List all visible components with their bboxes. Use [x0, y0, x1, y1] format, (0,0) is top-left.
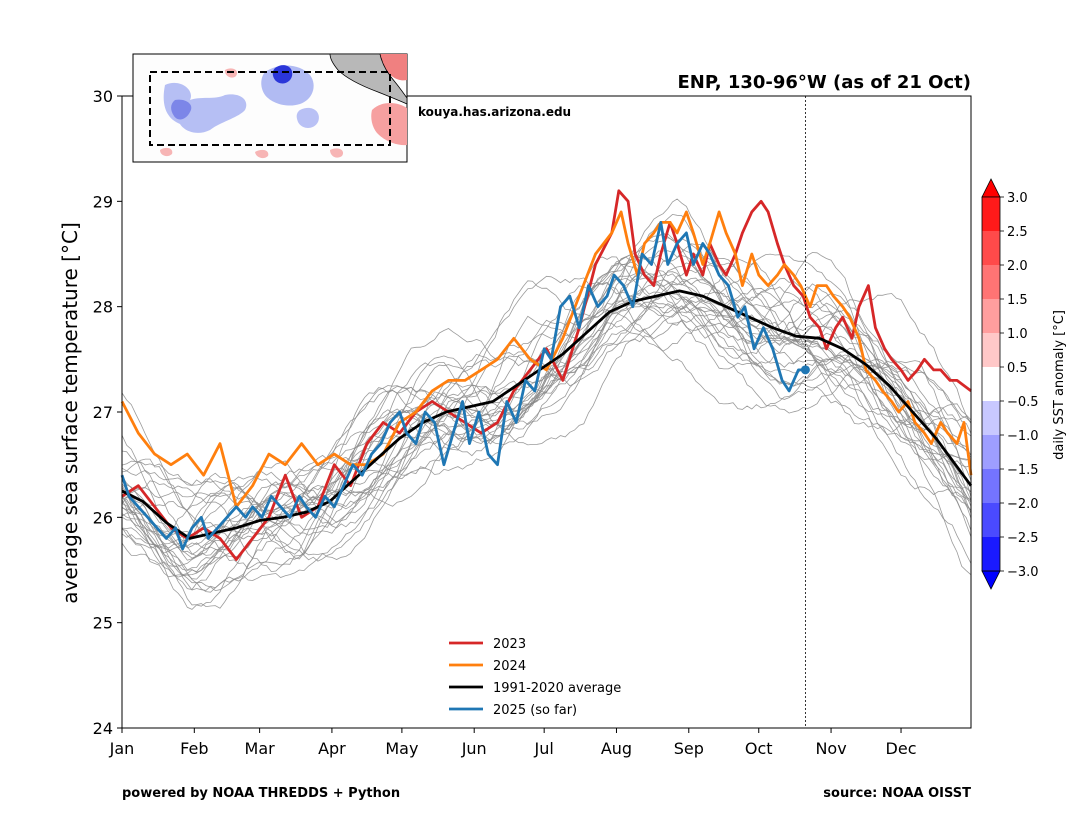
- series-line-2023: [121, 189, 972, 561]
- historical-year-line: [121, 301, 972, 578]
- x-tick-label: Oct: [745, 739, 773, 758]
- colorbar-segment: [982, 231, 1000, 266]
- historical-year-line: [121, 295, 972, 507]
- x-tick-label: Mar: [245, 739, 276, 758]
- historical-year-line: [121, 261, 972, 549]
- y-tick-label: 30: [93, 87, 113, 106]
- colorbar-tick-label: 2.0: [1007, 259, 1028, 274]
- colorbar-segment: [982, 299, 1000, 334]
- y-axis: 24 25 26 27 28 29 30: [93, 87, 122, 738]
- y-axis-label: average sea surface temperature [°C]: [58, 222, 82, 603]
- historical-year-line: [121, 277, 972, 561]
- colorbar-segment: [982, 401, 1000, 436]
- inset-map: [132, 53, 408, 163]
- highlighted-series: [120, 189, 973, 561]
- series-line-2024: [120, 210, 973, 509]
- historical-year-line: [121, 305, 972, 567]
- historical-year-line: [121, 301, 972, 592]
- x-axis: Jan Feb Mar Apr May Jun Jul Aug Sep Oct Nov Dec: [109, 728, 917, 758]
- historical-years-lines: [121, 198, 972, 610]
- historical-year-line: [121, 198, 972, 555]
- negative-anomaly-region-3: [296, 107, 319, 128]
- colorbar-tick-label: 0.5: [1007, 361, 1028, 376]
- historical-year-line: [121, 288, 972, 610]
- y-tick-label: 29: [93, 192, 113, 211]
- y-tick-label: 28: [93, 298, 113, 317]
- y-tick-label: 26: [93, 508, 113, 527]
- colorbar-segment: [982, 265, 1000, 300]
- colorbar-tick-label: −3.0: [1007, 565, 1039, 580]
- colorbar-tick-label: 2.5: [1007, 225, 1028, 240]
- x-tick-label: Apr: [318, 739, 346, 758]
- legend-label: 2025 (so far): [493, 703, 577, 718]
- legend-label: 2024: [493, 659, 526, 674]
- historical-year-line: [121, 275, 972, 591]
- y-tick-label: 24: [93, 719, 113, 738]
- y-tick-label: 25: [93, 614, 113, 633]
- historical-year-line: [121, 255, 972, 570]
- x-tick-label: Dec: [886, 739, 917, 758]
- colorbar-segment: [982, 503, 1000, 538]
- positive-anomaly-region: [380, 54, 407, 81]
- colorbar-frame: [981, 196, 1001, 572]
- colorbar-segment: [982, 469, 1000, 504]
- historical-year-line: [121, 302, 972, 590]
- legend: 2023 2024 1991-2020 average 2025 (so far): [449, 637, 621, 718]
- land-mass: [329, 53, 408, 105]
- colorbar-segment: [982, 367, 1000, 402]
- colorbar-tick-label: 3.0: [1007, 191, 1028, 206]
- inset-credit: kouya.has.arizona.edu: [418, 105, 571, 119]
- legend-label: 1991-2020 average: [493, 681, 621, 696]
- colorbar-tick-label: −1.0: [1007, 429, 1039, 444]
- colorbar-segment: [982, 435, 1000, 470]
- x-tick-label: May: [385, 739, 418, 758]
- study-region-box: [149, 71, 391, 146]
- y-tick-label: 27: [93, 403, 113, 422]
- x-tick-label: Jul: [534, 739, 554, 758]
- colorbar-tick-label: 1.5: [1007, 293, 1028, 308]
- historical-year-line: [121, 253, 972, 549]
- x-tick-label: Sep: [674, 739, 704, 758]
- x-tick-label: Jun: [461, 739, 487, 758]
- x-tick-label: Jan: [109, 739, 135, 758]
- historical-year-line: [121, 281, 972, 573]
- chart-title: ENP, 130-96°W (as of 21 Oct): [677, 72, 971, 93]
- colorbar-tick-label: 1.0: [1007, 327, 1028, 342]
- colorbar: 3.0 2.5 2.0 1.5 1.0 0.5 −0.5 −1.0 −1.5 −2.0 −2.5 −3…: [981, 178, 1039, 590]
- colorbar-tick-label: −1.5: [1007, 463, 1039, 478]
- series-line-2025-so-far: [120, 221, 806, 551]
- historical-year-line: [121, 265, 972, 555]
- strong-negative-anomaly: [272, 65, 293, 84]
- colorbar-segment: [982, 197, 1000, 232]
- colorbar-tick-label: −2.0: [1007, 497, 1039, 512]
- footer-credit-right: source: NOAA OISST: [823, 786, 971, 801]
- x-tick-label: Aug: [601, 739, 632, 758]
- historical-year-line: [121, 286, 972, 573]
- legend-label: 2023: [493, 637, 526, 652]
- colorbar-extend-bottom: [981, 570, 1001, 590]
- latest-2025-point: [800, 365, 810, 375]
- x-tick-label: Feb: [180, 739, 208, 758]
- colorbar-extend-top: [981, 178, 1001, 198]
- colorbar-segment: [982, 537, 1000, 572]
- plot-frame: [121, 95, 972, 729]
- negative-anomaly-region: [163, 82, 247, 133]
- historical-year-line: [121, 322, 972, 578]
- colorbar-tick-label: −2.5: [1007, 531, 1039, 546]
- negative-anomaly-core: [171, 99, 192, 120]
- historical-year-line: [121, 233, 972, 540]
- colorbar-label: daily SST anomaly [°C]: [1052, 310, 1067, 460]
- colorbar-segment: [982, 333, 1000, 368]
- x-tick-label: Nov: [815, 739, 846, 758]
- footer-credit-left: powered by NOAA THREDDS + Python: [122, 786, 400, 801]
- colorbar-tick-label: −0.5: [1007, 395, 1039, 410]
